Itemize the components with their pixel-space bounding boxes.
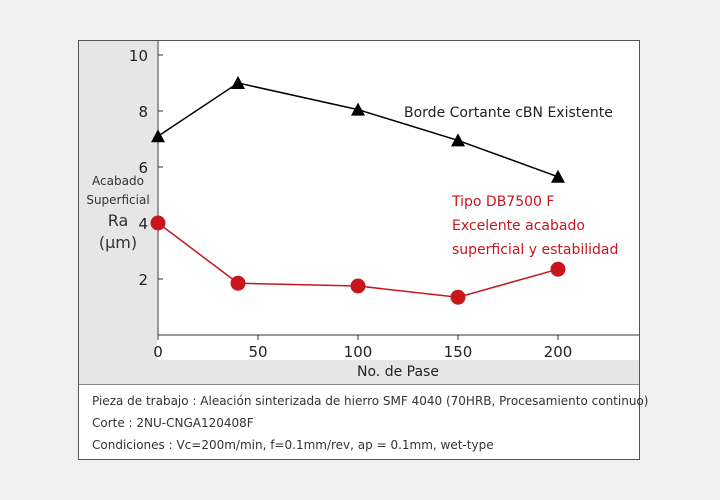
annotation-line: superficial y estabilidad bbox=[452, 242, 619, 258]
y-tick-label: 6 bbox=[138, 159, 148, 177]
y-axis-label-line: Ra bbox=[107, 211, 129, 230]
series-line-existing bbox=[157, 82, 559, 178]
y-axis-label-line: (μm) bbox=[98, 233, 138, 252]
x-tick-label: 50 bbox=[248, 343, 267, 361]
data-point-db7500 bbox=[350, 278, 366, 294]
data-point-db7500 bbox=[450, 289, 466, 305]
data-point-db7500 bbox=[550, 261, 566, 277]
series-label-existing: Borde Cortante cBN Existente bbox=[404, 105, 613, 121]
x-axis-label: No. de Pase bbox=[357, 364, 439, 380]
note-conditions: Condiciones : Vc=200m/min, f=0.1mm/rev, … bbox=[92, 438, 494, 452]
series-label-db7500: Tipo DB7500 F bbox=[452, 194, 555, 210]
annotation-line: Excelente acabado bbox=[452, 218, 585, 234]
data-point-existing bbox=[451, 133, 465, 147]
data-point-db7500 bbox=[150, 215, 166, 231]
y-tick-label: 8 bbox=[138, 103, 148, 121]
y-axis-label-line: Acabado bbox=[92, 174, 144, 188]
data-point-existing bbox=[231, 76, 245, 89]
y-tick-label: 10 bbox=[129, 47, 148, 65]
note-workpiece: Pieza de trabajo : Aleación sinterizada … bbox=[92, 394, 649, 408]
x-tick-label: 150 bbox=[444, 343, 473, 361]
x-tick-label: 200 bbox=[544, 343, 573, 361]
y-tick-label: 2 bbox=[138, 271, 148, 289]
x-axis-label-band bbox=[157, 360, 639, 384]
y-tick-label: 4 bbox=[138, 215, 148, 233]
data-point-existing bbox=[151, 129, 165, 143]
data-point-db7500 bbox=[230, 275, 246, 291]
x-tick-label: 0 bbox=[153, 343, 163, 361]
y-axis-label-line: Superficial bbox=[86, 193, 150, 207]
x-tick-label: 100 bbox=[344, 343, 373, 361]
note-cutter: Corte : 2NU-CNGA120408F bbox=[92, 416, 254, 430]
y-axis-label-band bbox=[79, 41, 157, 384]
notes-divider bbox=[79, 384, 639, 385]
data-point-existing bbox=[551, 169, 565, 183]
data-point-existing bbox=[351, 102, 365, 116]
